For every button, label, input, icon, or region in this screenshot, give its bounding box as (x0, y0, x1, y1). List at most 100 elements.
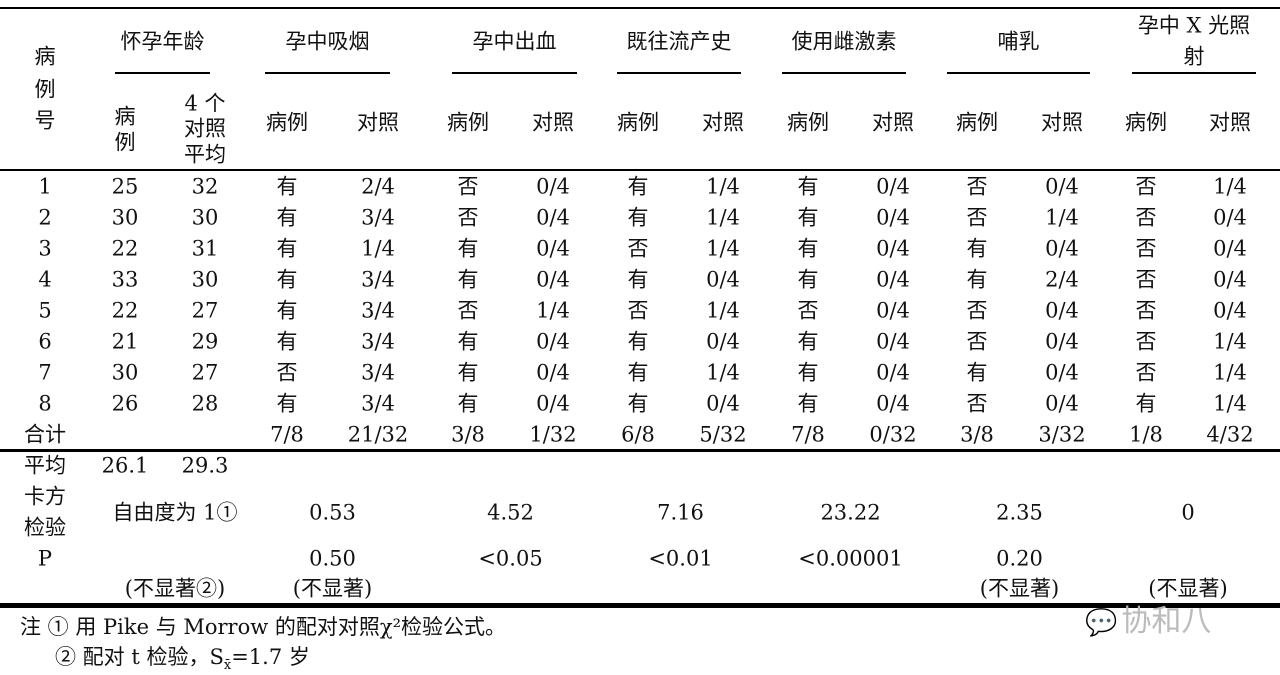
sub-header: 对照 (1209, 110, 1251, 135)
table-cell: 有 (627, 329, 649, 354)
table-cell: 0/4 (1045, 174, 1079, 199)
table-cell: 有 (797, 329, 819, 354)
table-cell: 28 (191, 391, 219, 416)
table-cell: 0/4 (1045, 360, 1079, 385)
table-cell: 4 (38, 267, 52, 292)
table-cell: 否 (966, 205, 988, 230)
sub-header: 对照 (357, 110, 399, 135)
group-underline (265, 72, 390, 74)
total-cell: 3/8 (960, 422, 994, 447)
total-cell: 1/32 (529, 422, 577, 447)
p-value: 0.20 (996, 546, 1043, 571)
table-cell: 否 (276, 360, 298, 385)
table-cell: 有 (966, 360, 988, 385)
header-case-no: 病 (34, 44, 56, 69)
header-case-no: 例 (34, 77, 56, 102)
table-cell: 22 (111, 236, 139, 261)
note-2-end: =1.7 岁 (231, 644, 310, 669)
group-underline (452, 72, 577, 74)
table-cell: 有 (966, 236, 988, 261)
table-cell: 有 (457, 360, 479, 385)
table-cell: 否 (457, 298, 479, 323)
chi-label: 卡方 (24, 484, 66, 509)
table-cell: 有 (627, 205, 649, 230)
age-significance: (不显著②) (124, 576, 226, 601)
chi-value: 23.22 (820, 500, 881, 525)
wechat-icon: 💬 (1085, 608, 1118, 638)
table-cell: 7 (38, 360, 52, 385)
chi-label: 检验 (24, 515, 66, 540)
table-cell: 0/4 (536, 236, 570, 261)
table-cell: 0/4 (876, 174, 910, 199)
table-cell: 30 (191, 205, 219, 230)
table-cell: 3/4 (361, 391, 395, 416)
mean-case: 26.1 (101, 453, 149, 478)
total-cell: 7/8 (791, 422, 825, 447)
table-cell: 29 (191, 329, 219, 354)
table-cell: 否 (966, 329, 988, 354)
total-cell: 21/32 (347, 422, 409, 447)
table-cell: 3 (38, 236, 52, 261)
group-header: 孕中出血 (472, 29, 557, 54)
table-cell: 有 (627, 391, 649, 416)
table-cell: 5 (38, 298, 52, 323)
table-cell: 1/4 (536, 298, 570, 323)
table-cell: 否 (457, 174, 479, 199)
df-note: 自由度为 1① (112, 500, 238, 525)
table-cell: 有 (457, 267, 479, 292)
table-cell: 2/4 (1045, 267, 1079, 292)
sub-header: 例 (114, 130, 136, 155)
table-cell: 否 (966, 174, 988, 199)
table-cell: 0/4 (536, 360, 570, 385)
table-cell: 0/4 (1213, 236, 1247, 261)
table-cell: 0/4 (536, 329, 570, 354)
group-underline (115, 72, 210, 74)
p-value: <0.05 (478, 546, 543, 571)
table-cell: 0/4 (876, 391, 910, 416)
table-cell: 27 (191, 298, 219, 323)
sub-header: 病例 (1125, 110, 1167, 135)
table-cell: 有 (627, 174, 649, 199)
group-underline (947, 72, 1090, 74)
significance-note: (不显著) (292, 576, 373, 601)
table-cell: 0/4 (876, 267, 910, 292)
table-cell: 有 (797, 236, 819, 261)
table-cell: 有 (797, 391, 819, 416)
sub-header: 对照 (702, 110, 744, 135)
table-cell: 有 (457, 236, 479, 261)
sub-header: 病例 (617, 110, 659, 135)
group-header: 哺乳 (997, 29, 1040, 54)
chi-value: 0 (1181, 500, 1195, 525)
table-cell: 否 (1135, 267, 1157, 292)
table-cell: 0/4 (1045, 236, 1079, 261)
table-cell: 0/4 (536, 267, 570, 292)
table-cell: 1/4 (361, 236, 395, 261)
table-cell: 30 (111, 360, 139, 385)
table-cell: 否 (1135, 298, 1157, 323)
table-cell: 有 (627, 267, 649, 292)
table-cell: 0/4 (876, 298, 910, 323)
table-cell: 否 (797, 298, 819, 323)
table-cell: 3/4 (361, 205, 395, 230)
table-cell: 有 (457, 391, 479, 416)
group-underline (1132, 72, 1256, 74)
sub-header: 病例 (956, 110, 998, 135)
mean-label: 平均 (24, 453, 66, 478)
table-cell: 有 (276, 391, 298, 416)
p-label: P (37, 546, 53, 571)
total-rule (0, 449, 1280, 452)
sub-header: 病例 (447, 110, 489, 135)
table-cell: 30 (191, 267, 219, 292)
table-cell: 否 (627, 298, 649, 323)
table-cell: 33 (111, 267, 139, 292)
table-cell: 否 (1135, 329, 1157, 354)
group-header: 怀孕年龄 (120, 29, 205, 54)
table-cell: 6 (38, 329, 52, 354)
table-cell: 0/4 (536, 174, 570, 199)
total-cell: 4/32 (1206, 422, 1254, 447)
table-cell: 有 (276, 298, 298, 323)
header-rule (0, 169, 1280, 171)
table-cell: 30 (111, 205, 139, 230)
sub-header: 病 (114, 104, 136, 129)
table-cell: 有 (627, 360, 649, 385)
